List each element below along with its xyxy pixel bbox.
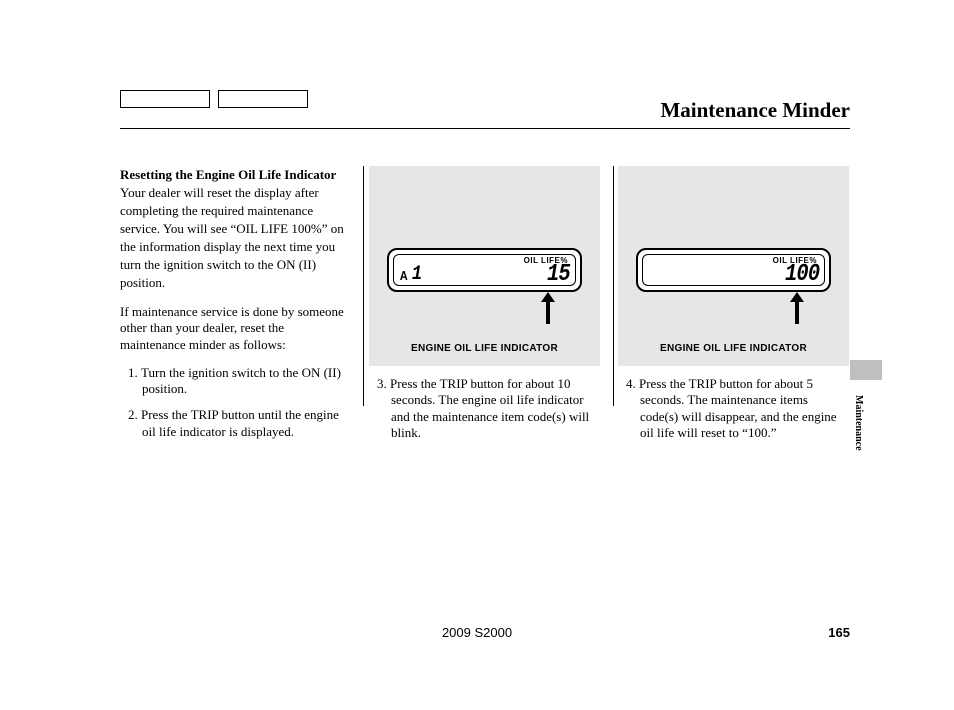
lcd-code-number: 1 bbox=[412, 263, 422, 286]
header-box-2 bbox=[218, 90, 308, 108]
step-4: 4. Press the TRIP button for about 5 sec… bbox=[618, 376, 849, 441]
figure-caption-2: ENGINE OIL LIFE INDICATOR bbox=[618, 343, 849, 354]
side-section-label: Maintenance bbox=[853, 395, 864, 451]
lcd-code-letter: A bbox=[400, 268, 408, 283]
arrow-up-icon-2 bbox=[786, 292, 808, 324]
step-2-text: Press the TRIP button until the engine o… bbox=[141, 407, 339, 438]
arrow-up-icon bbox=[537, 292, 559, 324]
lcd-display-15: OIL LIFE% A 1 15 bbox=[387, 248, 582, 292]
figure-oil-life-15: OIL LIFE% A 1 15 ENGINE OIL LIFE INDICAT… bbox=[369, 166, 600, 366]
column-1: Resetting the Engine Oil Life Indicator … bbox=[120, 166, 351, 451]
figure-caption-1: ENGINE OIL LIFE INDICATOR bbox=[369, 343, 600, 354]
step-2: 2. Press the TRIP button until the engin… bbox=[120, 407, 351, 440]
figure-oil-life-100: OIL LIFE% 100 ENGINE OIL LIFE INDICATOR bbox=[618, 166, 849, 366]
step-4-text: Press the TRIP button for about 5 second… bbox=[639, 376, 837, 440]
header-blank-boxes bbox=[120, 90, 308, 108]
lcd-value-100: 100 bbox=[785, 261, 819, 288]
columns: Resetting the Engine Oil Life Indicator … bbox=[120, 166, 850, 451]
lcd-display-100: OIL LIFE% 100 bbox=[636, 248, 831, 292]
page-title: Maintenance Minder bbox=[660, 98, 850, 123]
step-3-text: Press the TRIP button for about 10 secon… bbox=[390, 376, 589, 440]
column-3: OIL LIFE% 100 ENGINE OIL LIFE INDICATOR … bbox=[618, 166, 849, 451]
paragraph-dealer-reset: Your dealer will reset the display after… bbox=[120, 185, 344, 290]
footer-model-year: 2009 S2000 bbox=[0, 625, 954, 640]
paragraph-self-reset-intro: If maintenance service is done by someon… bbox=[120, 304, 351, 353]
page-number: 165 bbox=[828, 625, 850, 640]
lcd-value-15: 15 bbox=[547, 261, 570, 288]
step-1: 1. Turn the ignition switch to the ON (I… bbox=[120, 365, 351, 398]
step-1-text: Turn the ignition switch to the ON (II) … bbox=[141, 365, 341, 396]
step-3: 3. Press the TRIP button for about 10 se… bbox=[369, 376, 600, 441]
subhead-reset-oil-life: Resetting the Engine Oil Life Indicator bbox=[120, 167, 336, 182]
title-rule bbox=[120, 128, 850, 129]
side-tab bbox=[850, 360, 882, 380]
header-box-1 bbox=[120, 90, 210, 108]
column-2: OIL LIFE% A 1 15 ENGINE OIL LIFE INDICAT… bbox=[369, 166, 600, 451]
